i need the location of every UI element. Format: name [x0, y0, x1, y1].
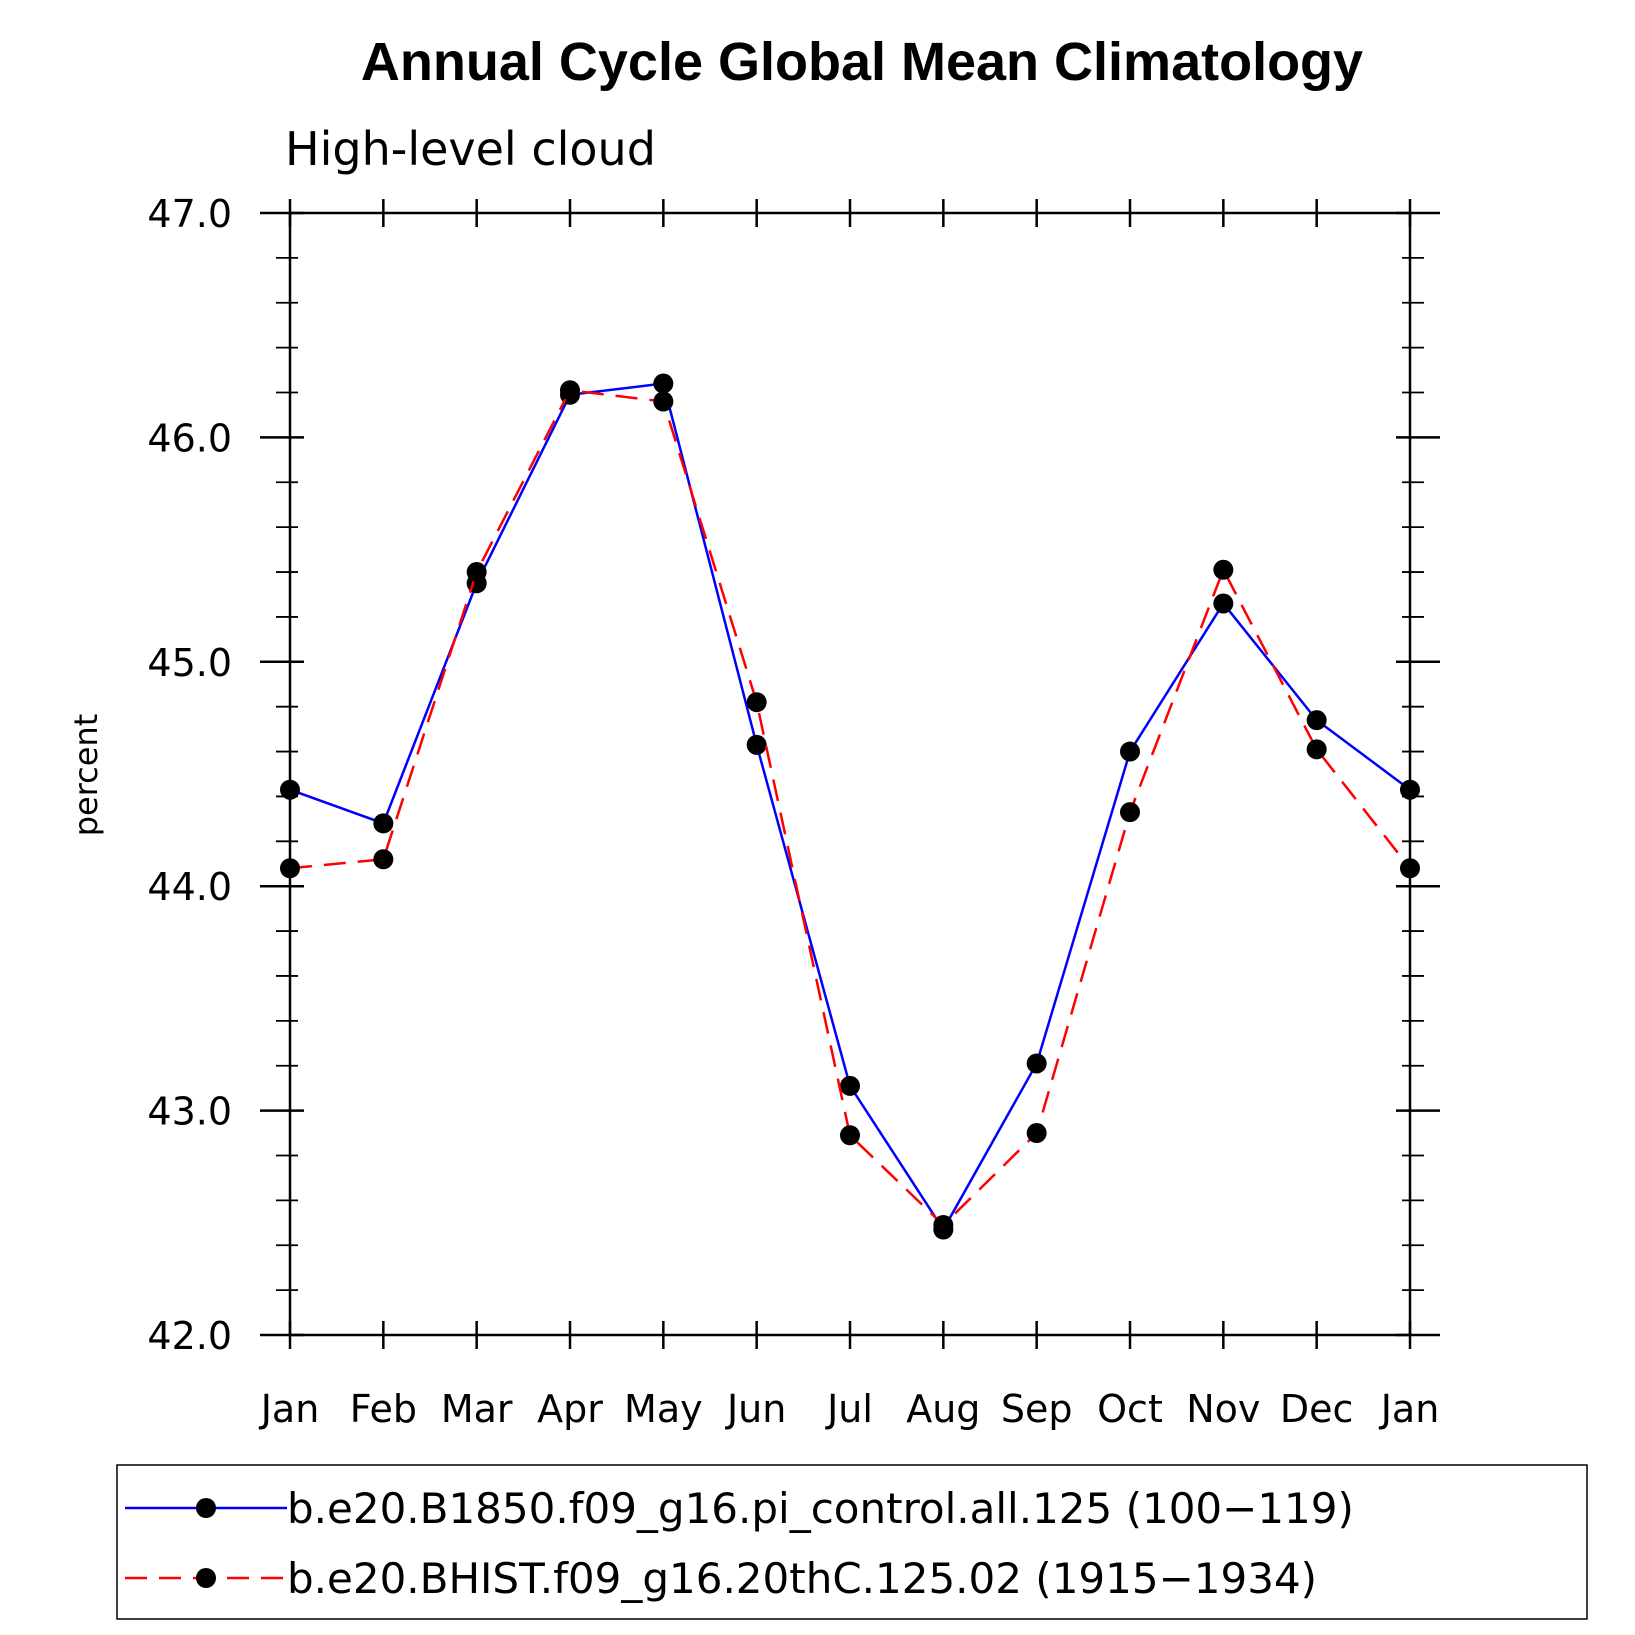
data-point-series-1	[746, 734, 767, 755]
legend-label-series-1: b.e20.B1850.f09_g16.pi_control.all.125 (…	[287, 1484, 1354, 1533]
y-tick-label: 43.0	[147, 1090, 232, 1134]
y-tick-label: 42.0	[147, 1314, 232, 1358]
x-tick-label: Jan	[259, 1387, 320, 1431]
data-point-series-2	[280, 858, 300, 879]
data-point-series-2	[1306, 739, 1327, 760]
data-point-series-1	[653, 373, 674, 394]
data-point-series-1	[373, 813, 394, 834]
x-tick-label: Jan	[1379, 1387, 1440, 1431]
series-1	[280, 373, 1420, 1240]
legend-label-series-2: b.e20.BHIST.f09_g16.20thC.125.02 (1915−1…	[287, 1554, 1317, 1603]
data-point-series-1	[840, 1075, 860, 1096]
legend-marker-series-1	[196, 1498, 216, 1518]
series-layer	[280, 373, 1420, 1240]
x-tick-label: Sep	[1001, 1387, 1073, 1431]
data-point-series-1	[1026, 1053, 1047, 1074]
y-tick-label: 44.0	[147, 865, 232, 909]
data-point-series-2	[1120, 802, 1140, 823]
x-tick-label: Jun	[725, 1387, 786, 1431]
x-tick-label: Apr	[537, 1387, 603, 1431]
y-axis-label: percent	[67, 714, 105, 837]
data-point-series-1	[280, 779, 300, 800]
axes: Jan Feb Mar Apr May Jun Jul Aug Sep Oct Nov Dec Jan 4…	[147, 192, 1440, 1431]
data-point-series-2	[653, 391, 674, 412]
y-tick-label: 46.0	[147, 416, 232, 460]
data-point-series-2	[933, 1215, 954, 1236]
data-point-series-2	[373, 849, 394, 870]
y-tick-label: 45.0	[147, 641, 232, 685]
data-point-series-1	[1400, 779, 1420, 800]
x-tick-label: Feb	[350, 1387, 417, 1431]
series-2	[280, 380, 1420, 1236]
data-point-series-2	[1400, 858, 1420, 879]
chart-title: Annual Cycle Global Mean Climatology	[361, 32, 1363, 92]
data-point-series-1	[1213, 593, 1234, 614]
series-line-2	[289, 388, 1411, 1227]
data-point-series-2	[560, 380, 580, 401]
x-tick-label: Dec	[1280, 1387, 1354, 1431]
chart-subtitle: High-level cloud	[285, 122, 656, 176]
data-point-series-2	[1026, 1123, 1047, 1144]
y-tick-label: 47.0	[147, 192, 232, 236]
legend-marker-series-2	[196, 1568, 216, 1588]
x-tick-label: Mar	[441, 1387, 513, 1431]
x-tick-label: Jul	[825, 1387, 873, 1431]
data-point-series-2	[466, 562, 487, 583]
data-point-series-1	[1120, 741, 1140, 762]
data-point-series-2	[1213, 559, 1234, 580]
plot-frame	[288, 211, 1412, 1337]
data-point-series-2	[840, 1125, 860, 1146]
legend-box	[116, 1464, 1588, 1620]
series-line-1	[289, 382, 1411, 1232]
data-point-series-2	[746, 692, 767, 713]
x-tick-label: Nov	[1186, 1387, 1260, 1431]
x-tick-label: May	[624, 1387, 703, 1431]
x-tick-label: Oct	[1097, 1387, 1163, 1431]
legend: b.e20.B1850.f09_g16.pi_control.all.125 (…	[116, 1464, 1588, 1620]
data-point-series-1	[1306, 710, 1327, 731]
x-tick-label: Aug	[906, 1387, 980, 1431]
